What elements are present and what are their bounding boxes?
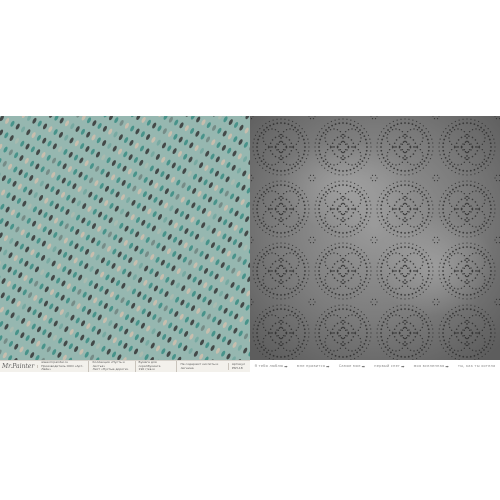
- pattern-panel-circles: [250, 116, 500, 372]
- phrase-strip: Я тебя люблю ➡ мне нравится ➡ Самое мое …: [250, 360, 500, 372]
- info-line: Производитель ООО «Арт-Лайн»: [41, 363, 84, 372]
- arrow-icon: ➡: [284, 363, 288, 369]
- phrase-text: моя вселенная: [413, 364, 445, 368]
- info-column: Не содержит кислоты и лигнина: [180, 361, 229, 371]
- info-column: Артикул PSH-18: [231, 361, 248, 370]
- info-line: 190 г/кв.м: [138, 367, 155, 372]
- phrase-item: мне нравится ➡: [297, 364, 330, 369]
- brand-logo: Mr.Painter: [2, 364, 39, 369]
- info-line: Коллекция «Пусть и листья»: [92, 360, 125, 368]
- phrase-text: ты, как ты хотела: [457, 364, 496, 368]
- phrase-text: мне нравится: [296, 364, 326, 368]
- arrow-icon: ➡: [445, 363, 449, 369]
- pattern-panel-arrows: [0, 116, 250, 372]
- arrow-icon: ➡: [401, 363, 405, 369]
- info-line: www.mrpainter.ru: [41, 360, 68, 365]
- diagonal-arrow-pattern: [0, 116, 250, 360]
- phrase-item: Я тебя люблю ➡: [255, 364, 288, 369]
- info-line: Бумага для скрапбукинга: [138, 360, 161, 368]
- info-column: www.mrpainter.ru Производитель ООО «Арт-…: [41, 360, 90, 372]
- info-line: Артикул: [231, 361, 246, 366]
- info-line: Не содержит кислоты и лигнина: [180, 361, 219, 370]
- phrase-item: моя вселенная ➡: [414, 364, 449, 369]
- scrapbook-paper-sheet: Mr.Painter www.mrpainter.ru Производител…: [0, 116, 500, 372]
- arrow-icon: ➡: [361, 363, 366, 369]
- info-line: PSH-18: [231, 365, 243, 370]
- phrase-item: первый снег ➡: [374, 364, 404, 369]
- dotted-circle-pattern: [250, 116, 500, 360]
- info-line: Лист «Пустые дороги»: [92, 367, 129, 372]
- product-info-strip: Mr.Painter www.mrpainter.ru Производител…: [0, 360, 250, 372]
- arrow-icon: ➡: [326, 363, 330, 369]
- phrase-item: Самое мое ➡: [339, 364, 365, 369]
- phrase-text: Самое мое: [338, 364, 361, 368]
- phrase-text: Я тебя люблю: [254, 364, 284, 368]
- phrase-item: ты, как ты хотела: [458, 364, 496, 368]
- info-column: Коллекция «Пусть и листья» Лист «Пустые …: [92, 360, 136, 372]
- phrase-text: первый снег: [374, 364, 401, 368]
- info-column: Бумага для скрапбукинга 190 г/кв.м: [138, 360, 178, 372]
